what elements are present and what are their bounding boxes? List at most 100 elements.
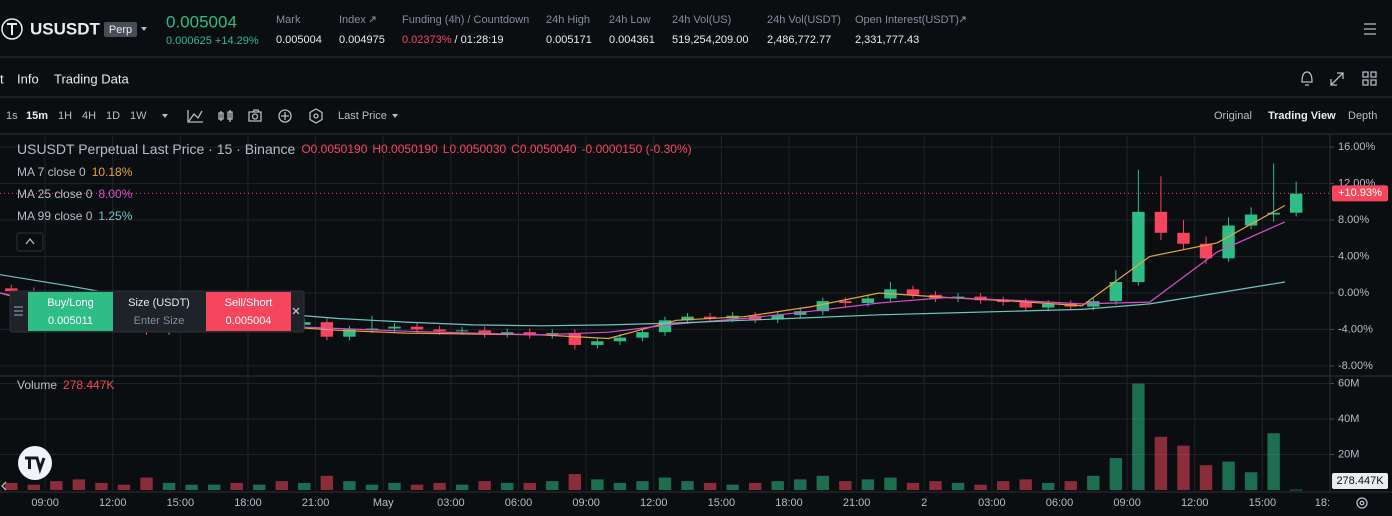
tv-logo[interactable] [18, 446, 52, 480]
view-tab[interactable]: Depth [1348, 110, 1377, 122]
interval[interactable]: 1D [106, 110, 120, 122]
settings-icon[interactable] [309, 108, 323, 124]
x-tick-label: 15:00 [708, 497, 736, 509]
add-icon[interactable] [278, 109, 292, 123]
interval[interactable]: 1W [130, 110, 147, 122]
tab[interactable]: t [0, 71, 4, 86]
indicator-icon[interactable] [187, 110, 203, 123]
ma-legend-item: MA 99 close 0 1.25% [17, 209, 133, 223]
collapse-button[interactable] [16, 232, 44, 252]
candle-body [343, 329, 356, 337]
stat-label: 24h High [546, 14, 590, 26]
x-tick-label: 09:00 [1113, 497, 1141, 509]
y-tick-label: 0.00% [1338, 287, 1369, 299]
volume-bar [974, 484, 987, 490]
ma-name: MA 7 close 0 [17, 165, 86, 179]
volume-legend: Volume 278.447K [17, 378, 114, 392]
sell-button[interactable] [206, 292, 291, 331]
stat-value: 2,331,777.43 [855, 34, 919, 46]
volume-bar [703, 482, 717, 490]
interval-active[interactable]: 15m [26, 110, 48, 122]
view-tab[interactable]: Original [1214, 110, 1252, 122]
volume-bar [523, 482, 536, 490]
price-change: 0.000625 +14.29% [166, 35, 259, 47]
volume-bar [27, 484, 41, 490]
x-tick-label: 12:00 [1181, 497, 1209, 509]
x-tick-label: 2 [921, 497, 927, 509]
volume-bar [568, 474, 582, 490]
volume-bar [1222, 461, 1235, 490]
buy-button[interactable] [28, 292, 113, 331]
stat-label[interactable]: Index [339, 14, 366, 26]
y-tick-label: 8.00% [1338, 214, 1369, 226]
volume-bar [72, 479, 86, 490]
interval-dropdown[interactable] [162, 114, 168, 118]
symbol-dropdown[interactable] [141, 27, 147, 31]
view-tab-active[interactable]: Trading View [1268, 110, 1336, 122]
link-icon [369, 16, 376, 23]
tab[interactable]: Info [17, 71, 39, 86]
price-source-dropdown[interactable] [392, 114, 398, 118]
volume-bar [1177, 445, 1190, 490]
volume-bar [839, 481, 852, 490]
plot [0, 163, 1330, 491]
stat-label[interactable]: Open Interest(USDT) [855, 14, 959, 26]
candle-body [1289, 193, 1303, 213]
ma-name: MA 99 close 0 [17, 209, 93, 223]
interval[interactable]: 4H [82, 110, 96, 122]
tv-logo-mark [25, 456, 46, 474]
size-input[interactable]: Enter Size [134, 315, 185, 327]
drag-handle[interactable] [14, 306, 23, 316]
x-tick-label: May [373, 497, 394, 509]
volume-bar [365, 484, 379, 490]
ma-last-value: 1.25% [98, 209, 132, 223]
interval[interactable]: 1H [58, 110, 72, 122]
close-panel[interactable] [292, 307, 300, 315]
volume-bar [681, 481, 694, 490]
volume-bar [1109, 458, 1123, 490]
menu-icon[interactable] [1364, 23, 1376, 35]
volume-bar [230, 482, 243, 490]
ma-legend-item: MA 25 close 0 8.00% [17, 187, 133, 201]
stat-value: 0.004975 [339, 34, 385, 46]
expand-icon[interactable] [1330, 72, 1344, 86]
tab[interactable]: Trading Data [54, 71, 129, 86]
x-tick-label: 21:00 [302, 497, 330, 509]
symbol[interactable]: USUSDT [30, 19, 101, 38]
candle-type-icon[interactable] [218, 110, 233, 122]
x-tick-label: 12:00 [640, 497, 668, 509]
candle-body [1177, 232, 1190, 244]
x-tick-label: 09:00 [31, 497, 59, 509]
candle-body [658, 320, 672, 333]
volume-bar [816, 475, 829, 490]
alert-icon[interactable] [1301, 71, 1313, 86]
add-cross [281, 112, 289, 120]
x-tick-label: 18: [1315, 497, 1330, 509]
y-tick-label: 20M [1338, 448, 1359, 460]
size-label: Size (USDT) [128, 297, 190, 309]
candle-body [839, 301, 852, 303]
axis-settings[interactable] [1356, 497, 1368, 509]
volume-bar [591, 479, 604, 490]
volume-bar [320, 475, 334, 490]
scroll-left[interactable] [1, 481, 7, 491]
volume-bar [861, 479, 875, 490]
volume-bar [117, 484, 131, 490]
volume-bar [1042, 482, 1055, 490]
candle-body [501, 332, 514, 334]
interval[interactable]: 1s [6, 110, 18, 122]
ohlc-low: L0.0050030 [443, 142, 507, 156]
candle-body [703, 316, 717, 319]
volume-bar [1019, 479, 1032, 490]
candle-body [523, 332, 536, 335]
last-price: 0.005004 [166, 12, 237, 31]
x-tick-label: 12:00 [99, 497, 127, 509]
volume-bar [185, 484, 198, 490]
snapshot-icon[interactable] [248, 109, 262, 122]
layout-icon[interactable] [1362, 71, 1377, 86]
price-source[interactable]: Last Price [338, 110, 387, 122]
link-icon [959, 16, 966, 23]
